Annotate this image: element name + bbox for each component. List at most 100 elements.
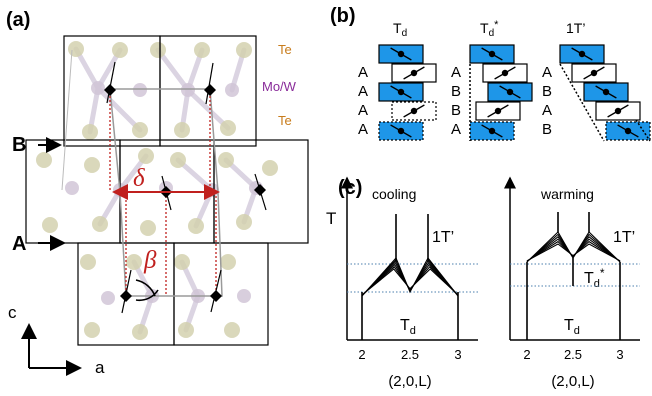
mo-w-atom — [237, 289, 251, 303]
right-tick-2: 2 — [523, 347, 530, 362]
panel-c: (c) T cooling 1T’ Td 2 2.5 3 (2,0,L) war… — [326, 176, 640, 390]
cell-box-bottom-right — [173, 242, 269, 346]
svg-text:B: B — [542, 83, 552, 100]
right-plot-title: warming — [540, 186, 594, 202]
mo-w-atom — [181, 83, 195, 97]
diamond-marker — [254, 184, 266, 196]
right-plot-mid-phase: Td* — [584, 266, 605, 290]
te-atom — [170, 152, 186, 168]
panel-a-label: (a) — [6, 9, 30, 31]
right-plot-high-phase: 1T’ — [613, 229, 635, 246]
stack-layer — [571, 63, 617, 83]
dotted-guide — [635, 119, 651, 142]
te-atom — [218, 152, 234, 168]
te-atom — [132, 122, 148, 138]
left-plot-low-phase: Td — [400, 317, 416, 337]
te-atom — [262, 160, 278, 176]
te-atom — [92, 216, 108, 232]
te-atom — [194, 42, 210, 58]
axis-c-label: c — [8, 303, 17, 322]
te-atom — [188, 218, 204, 234]
left-plot-xlabel: (2,0,L) — [388, 373, 431, 390]
te-atom — [36, 152, 52, 168]
te-atom — [220, 120, 236, 136]
mo-w-atom — [133, 83, 147, 97]
te-atom — [236, 42, 252, 58]
te-atom — [174, 122, 190, 138]
layer-label-b: B — [12, 134, 26, 156]
stack-layer — [559, 44, 605, 64]
atom-bond — [185, 87, 231, 131]
diamond-marker — [204, 84, 216, 96]
te-atom — [132, 324, 148, 340]
te-atom — [174, 254, 190, 270]
svg-text:A: A — [358, 102, 368, 119]
stack-layer — [595, 101, 641, 121]
svg-text:A: A — [358, 64, 368, 81]
stack-layer — [482, 63, 528, 83]
col-title-td-star: Td* — [480, 19, 499, 39]
te-atom — [82, 124, 98, 140]
molecule-markers — [104, 61, 267, 314]
te-atom — [80, 254, 96, 270]
y-axis-t-label: T — [326, 209, 336, 228]
atom-lattice — [36, 41, 278, 340]
left-plot-high-phase: 1T’ — [432, 229, 454, 246]
svg-text:B: B — [542, 121, 552, 138]
beta-arc-outer — [135, 279, 156, 297]
atom-bond — [95, 85, 143, 133]
svg-text:B: B — [451, 83, 461, 100]
left-tick-2-5: 2.5 — [401, 347, 419, 362]
stacking-diagrams — [378, 44, 651, 142]
guide-line — [61, 49, 73, 191]
cell-box-top-right — [159, 35, 257, 147]
te-atom — [126, 254, 142, 270]
left-tick-2: 2 — [358, 347, 365, 362]
right-plot-low-phase: Td — [564, 317, 580, 337]
panel-a: (a) — [6, 9, 309, 377]
stack-layer — [583, 82, 629, 102]
diamond-marker — [104, 84, 116, 96]
mo-w-atom — [225, 83, 239, 97]
stack-layer — [391, 101, 437, 121]
right-tick-3: 3 — [616, 347, 623, 362]
svg-text:A: A — [451, 64, 461, 81]
left-plot-title: cooling — [372, 186, 416, 202]
stack-layer — [378, 82, 424, 102]
col-title-1t: 1T’ — [566, 20, 585, 36]
diamond-marker — [210, 290, 222, 302]
svg-text:B: B — [451, 102, 461, 119]
svg-text:A: A — [358, 121, 368, 138]
label-te-bottom: Te — [278, 113, 292, 128]
te-atom — [150, 42, 166, 58]
svg-text:A: A — [358, 83, 368, 100]
trace-line — [526, 243, 621, 262]
stack-layer — [475, 101, 521, 121]
delta-symbol: δ — [133, 165, 145, 192]
mo-w-atom — [65, 181, 79, 195]
te-atom — [68, 41, 84, 57]
layer-label-a: A — [12, 233, 26, 255]
peak-traces — [347, 212, 640, 340]
stack-layer — [469, 44, 515, 64]
svg-text:A: A — [542, 102, 552, 119]
label-mo-w: Mo/W — [262, 79, 297, 94]
te-atom — [220, 254, 236, 270]
left-tick-3: 3 — [454, 347, 461, 362]
col-title-td: Td — [393, 20, 407, 39]
right-plot-xlabel: (2,0,L) — [551, 373, 594, 390]
te-atom — [140, 220, 156, 236]
stack-layer — [469, 121, 515, 141]
stack-layer — [391, 63, 437, 83]
right-tick-2-5: 2.5 — [564, 347, 582, 362]
stack-layer — [378, 121, 424, 141]
mo-w-atom — [101, 291, 115, 305]
svg-text:A: A — [451, 121, 461, 138]
te-atom — [236, 214, 252, 230]
te-atom — [224, 322, 240, 338]
diamond-marker — [120, 290, 132, 302]
beta-symbol: β — [143, 247, 157, 274]
red-guides — [109, 92, 217, 296]
mo-w-atom — [91, 81, 105, 95]
axis-a-label: a — [95, 358, 105, 377]
